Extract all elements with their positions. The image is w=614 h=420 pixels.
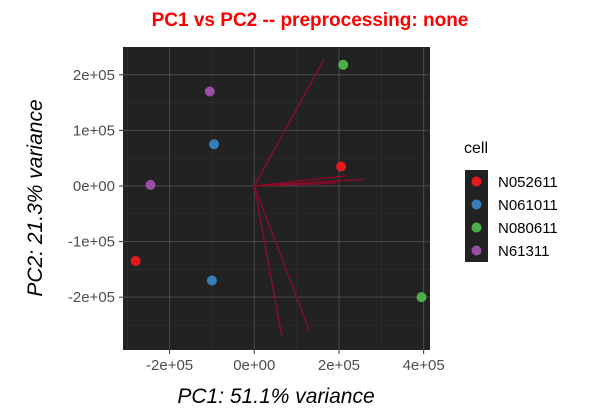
y-axis-ticks: -2e+05 -1e+05 0e+00 1e+05 2e+05	[68, 67, 123, 306]
data-point	[206, 275, 217, 286]
loading-vector	[253, 185, 283, 337]
y-tick-label: -2e+05	[68, 289, 115, 306]
legend-swatch	[471, 245, 482, 256]
legend-label: N061011	[498, 197, 558, 214]
y-axis-title: PC2: 21.3% variance	[24, 99, 47, 296]
x-tick-label: -2e+05	[146, 357, 193, 374]
data-point	[204, 86, 215, 97]
y-tick-label: -1e+05	[68, 234, 115, 251]
legend: cell N052611 N061011 N080611 N61311	[464, 140, 558, 262]
y-tick-label: 0e+00	[73, 178, 115, 195]
data-point	[130, 256, 141, 267]
legend-label: N052611	[498, 174, 558, 191]
data-points	[130, 59, 427, 303]
data-point	[336, 161, 347, 172]
legend-swatch	[471, 176, 482, 187]
loading-vector	[254, 182, 337, 187]
legend-label: N080611	[498, 220, 558, 237]
grid-minor	[123, 47, 430, 350]
x-axis-ticks: -2e+05 0e+00 2e+05 4e+05	[146, 350, 445, 374]
chart-title: PC1 vs PC2 -- preprocessing: none	[152, 10, 469, 31]
loading-vector	[253, 58, 325, 187]
x-tick-label: 4e+05	[403, 357, 445, 374]
loading-vector	[253, 185, 310, 331]
plot-panel	[123, 47, 430, 350]
loading-vectors	[253, 58, 365, 337]
loading-vector	[254, 175, 346, 187]
legend-title: cell	[464, 140, 488, 157]
grid-major	[123, 47, 430, 350]
data-point	[209, 139, 220, 150]
x-tick-label: 2e+05	[318, 357, 360, 374]
y-tick-label: 1e+05	[73, 122, 115, 139]
y-tick-label: 2e+05	[73, 67, 115, 84]
x-tick-label: 0e+00	[233, 357, 275, 374]
data-point	[416, 292, 427, 303]
legend-swatch	[471, 199, 482, 210]
data-point	[338, 59, 349, 70]
legend-label: N61311	[498, 243, 549, 260]
x-axis-title: PC1: 51.1% variance	[177, 385, 374, 408]
legend-swatch	[471, 222, 482, 233]
data-point	[145, 179, 156, 190]
